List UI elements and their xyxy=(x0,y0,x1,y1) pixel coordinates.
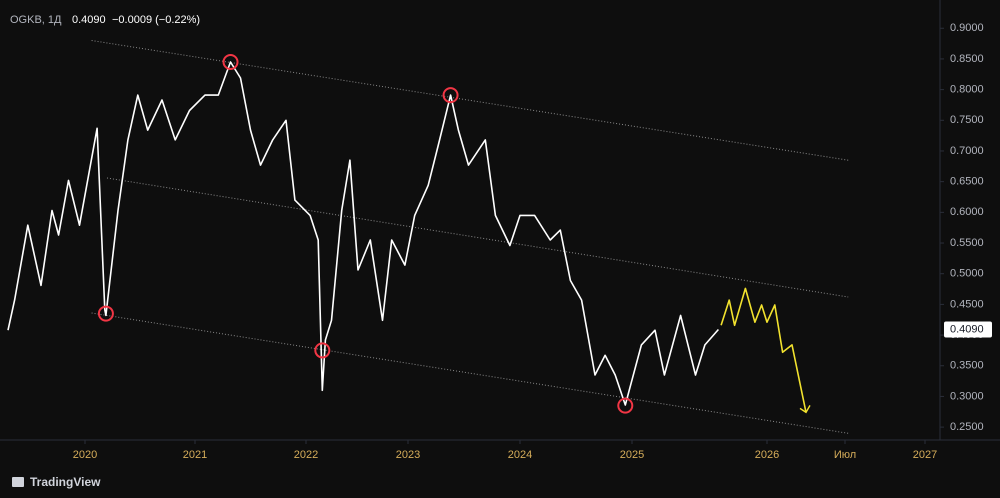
highlight-circle xyxy=(442,87,459,104)
symbol: OGKB, 1Д xyxy=(10,14,62,26)
y-tick-label: 0.5500 xyxy=(950,237,984,249)
y-tick-label: 0.8500 xyxy=(950,53,984,65)
last-price-box xyxy=(944,321,992,338)
y-tick-label: 0.8000 xyxy=(950,84,984,96)
y-tick-label: 0.2500 xyxy=(950,421,984,433)
highlight-circle xyxy=(222,54,239,70)
y-tick-label: 0.7000 xyxy=(950,145,984,157)
y-tick-label: 0.3500 xyxy=(950,360,984,372)
channel-line xyxy=(106,177,849,298)
price: 0.4090 xyxy=(72,14,106,26)
y-tick-label: 0.7500 xyxy=(950,114,984,126)
x-tick-label: 2024 xyxy=(508,449,532,461)
last-price-label: 0.4090 xyxy=(950,323,984,335)
highlight-circle xyxy=(97,305,114,322)
x-tick-label: 2021 xyxy=(183,449,207,461)
logo xyxy=(12,477,24,487)
x-tick-label: Июл xyxy=(834,449,856,461)
price-line xyxy=(7,61,720,406)
y-tick-label: 0.6500 xyxy=(950,176,984,188)
y-tick-label: 0.6000 xyxy=(950,206,984,218)
y-tick-label: 0.3000 xyxy=(950,390,984,402)
x-tick-label: 2027 xyxy=(913,449,937,461)
x-tick-label: 2022 xyxy=(294,449,318,461)
change: −0.0009 (−0.22%) xyxy=(112,14,200,26)
x-tick-label: 2025 xyxy=(620,449,644,461)
projection-arrow xyxy=(799,405,811,414)
y-tick-label: 0.9000 xyxy=(950,22,984,34)
highlight-circle xyxy=(314,342,331,359)
highlight-circle xyxy=(617,397,634,414)
x-tick-label: 2023 xyxy=(396,449,420,461)
y-tick-label: 0.5000 xyxy=(950,268,984,280)
y-tick-label: 0.4500 xyxy=(950,298,984,310)
x-tick-label: 2020 xyxy=(73,449,97,461)
price-line xyxy=(720,287,807,413)
x-tick-label: 2026 xyxy=(755,449,779,461)
watermark: TradingView xyxy=(30,475,101,489)
